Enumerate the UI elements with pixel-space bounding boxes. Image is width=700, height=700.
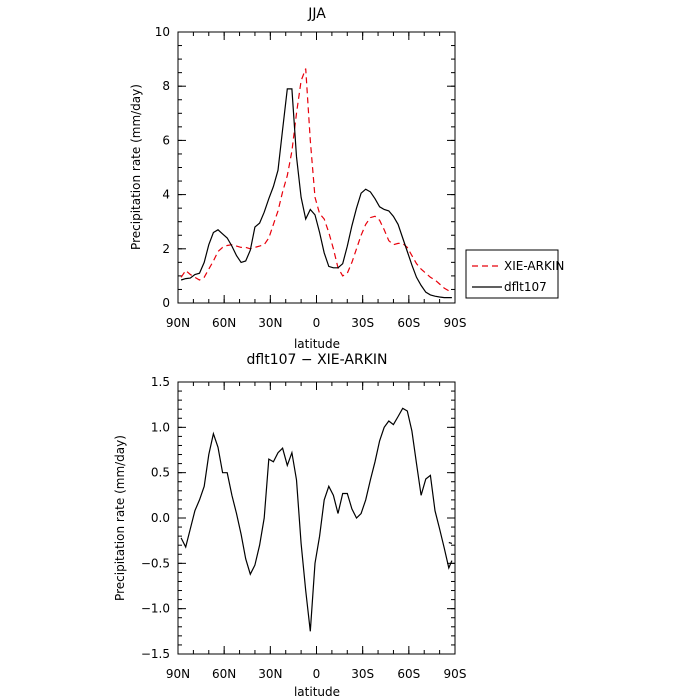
chart-title-bottom: dflt107 − XIE-ARKIN xyxy=(247,352,388,368)
y-axis-label-bottom: Precipitation rate (mm/day) xyxy=(113,435,127,601)
series-line-difference-1 xyxy=(448,541,453,544)
plot-frame-bottom xyxy=(177,381,456,655)
x-tick-label: 0 xyxy=(313,316,321,330)
series-line-difference-0 xyxy=(180,407,453,632)
y-tick-label: 8 xyxy=(162,79,170,93)
y-tick-label: 0.0 xyxy=(151,511,170,525)
series-line-xie-arkin xyxy=(180,68,452,292)
top-axes: 90N 60N 30N 0 30S 60S 90S 0 2 4 6 8 10 xyxy=(155,25,467,330)
x-tick-label: 60N xyxy=(212,667,236,681)
y-tick-label: 6 xyxy=(162,133,170,147)
x-tick-label: 90S xyxy=(444,316,467,330)
x-tick-label: 0 xyxy=(313,667,321,681)
y-tick-label: −1.5 xyxy=(141,647,170,661)
y-tick-label: 1.5 xyxy=(151,375,170,389)
x-tick-label: 30N xyxy=(258,316,282,330)
top-series-lines xyxy=(180,68,452,299)
y-tick-label: −0.5 xyxy=(141,556,170,570)
x-tick-label: 60N xyxy=(212,316,236,330)
y-tick-label: 4 xyxy=(162,188,170,202)
y-tick-label: −1.0 xyxy=(141,602,170,616)
x-tick-label: 60S xyxy=(397,667,420,681)
x-axis-label-bottom: latitude xyxy=(294,685,340,699)
legend: XIE-ARKIN dflt107 xyxy=(465,249,564,299)
plot-frame-top xyxy=(177,31,456,304)
chart-title-top: JJA xyxy=(307,6,326,22)
legend-label-dflt107: dflt107 xyxy=(504,280,547,294)
precipitation-difference-chart: dflt107 − XIE-ARKIN 90N 60N 30N 0 30S 60S 90S −… xyxy=(113,352,466,699)
x-tick-label: 30N xyxy=(258,667,282,681)
series-line-dflt107 xyxy=(180,88,452,299)
y-tick-label: 0.5 xyxy=(151,466,170,480)
y-tick-label: 0 xyxy=(162,296,170,310)
x-axis-label-top: latitude xyxy=(294,337,340,351)
x-tick-label: 90N xyxy=(166,316,190,330)
legend-box xyxy=(465,249,559,299)
bottom-axes: 90N 60N 30N 0 30S 60S 90S −1.5 −1.0 −0.5 0.0 0.5 1.0… xyxy=(141,375,467,681)
y-tick-label: 1.0 xyxy=(151,420,170,434)
x-tick-label: 90S xyxy=(444,667,467,681)
x-tick-label: 30S xyxy=(351,667,374,681)
x-tick-label: 60S xyxy=(397,316,420,330)
bottom-series-lines xyxy=(180,407,453,632)
x-tick-label: 30S xyxy=(351,316,374,330)
y-axis-label-top: Precipitation rate (mm/day) xyxy=(129,84,143,250)
y-tick-label: 2 xyxy=(162,242,170,256)
legend-label-xie-arkin: XIE-ARKIN xyxy=(504,259,564,273)
y-tick-label: 10 xyxy=(155,25,170,39)
x-tick-label: 90N xyxy=(166,667,190,681)
